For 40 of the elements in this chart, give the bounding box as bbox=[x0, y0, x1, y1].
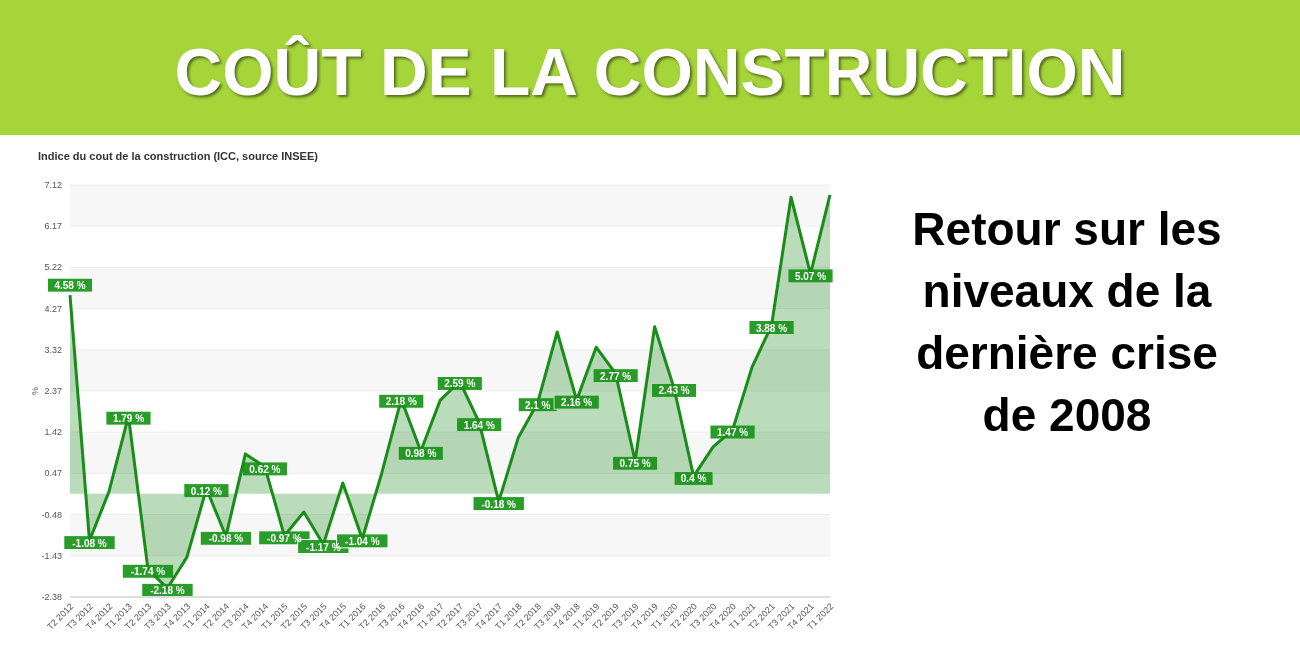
y-tick-label: -0.48 bbox=[41, 509, 62, 520]
data-label: -0.97 % bbox=[267, 532, 302, 544]
data-label: -2.18 % bbox=[150, 585, 185, 597]
data-label: -1.08 % bbox=[72, 537, 107, 549]
data-label: 1.64 % bbox=[463, 419, 495, 431]
y-tick-label: 3.32 bbox=[44, 344, 62, 355]
chart-title: COÛT DE LA CONSTRUCTION bbox=[174, 35, 1126, 109]
y-tick-label: -2.38 bbox=[41, 592, 62, 602]
data-label: 0.75 % bbox=[619, 458, 651, 470]
y-tick-label: 7.12 bbox=[44, 180, 62, 190]
y-tick-label: 6.17 bbox=[44, 221, 62, 232]
data-label: 1.47 % bbox=[716, 427, 749, 439]
data-label: 3.88 % bbox=[755, 322, 788, 334]
data-label: -1.17 % bbox=[306, 541, 341, 553]
y-tick-label: 2.37 bbox=[44, 386, 62, 396]
chart-subtitle: Indice du cout de la construction (ICC, source INSEE) bbox=[38, 150, 319, 162]
data-label: 2.59 % bbox=[444, 378, 476, 390]
data-label: -1.04 % bbox=[345, 535, 380, 547]
text: Retour sur les niveaux de la dernière crise de 2008 bbox=[912, 203, 1222, 441]
data-label: 0.98 % bbox=[405, 448, 437, 460]
y-tick-label: 0.47 bbox=[44, 468, 62, 479]
y-axis-title: % bbox=[30, 386, 40, 396]
y-tick-label: 1.42 bbox=[44, 427, 62, 438]
data-label: -0.98 % bbox=[208, 533, 244, 545]
y-tick-label: -1.43 bbox=[41, 550, 62, 561]
data-label: -0.18 % bbox=[481, 498, 517, 510]
data-label: 1.79 % bbox=[112, 413, 145, 425]
data-label: 2.43 % bbox=[658, 385, 690, 397]
data-label: 0.62 % bbox=[249, 463, 281, 475]
data-label: 2.1 % bbox=[524, 399, 551, 411]
data-label: 5.07 % bbox=[794, 270, 827, 282]
data-label: 0.12 % bbox=[190, 485, 223, 497]
data-label: 2.18 % bbox=[385, 396, 417, 408]
data-label: 0.4 % bbox=[680, 473, 707, 485]
data-label: 2.77 % bbox=[600, 370, 632, 382]
y-tick-label: 5.22 bbox=[44, 262, 62, 273]
data-label: 2.16 % bbox=[561, 397, 593, 409]
data-label: -1.74 % bbox=[130, 566, 166, 578]
y-tick-label: 4.27 bbox=[44, 303, 62, 314]
data-label: 4.58 % bbox=[54, 280, 86, 292]
